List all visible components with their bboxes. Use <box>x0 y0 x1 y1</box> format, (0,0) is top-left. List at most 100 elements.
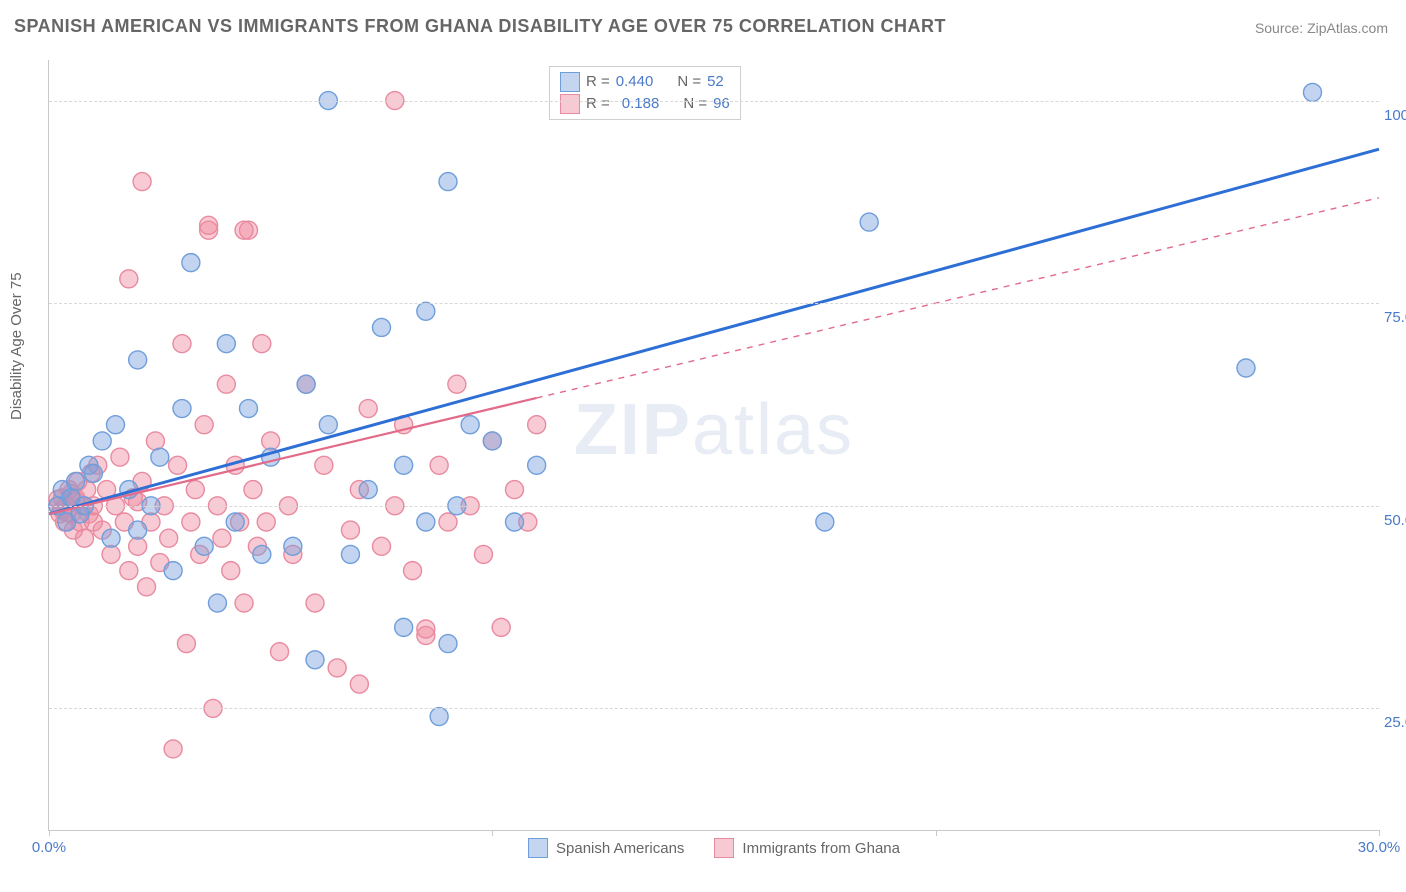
gridline <box>49 101 1379 102</box>
scatter-point <box>129 537 147 555</box>
scatter-point <box>129 351 147 369</box>
scatter-point <box>67 472 85 490</box>
scatter-point <box>341 545 359 563</box>
scatter-point <box>284 537 302 555</box>
scatter-point <box>182 254 200 272</box>
legend-item-series-0: Spanish Americans <box>528 838 684 858</box>
scatter-point <box>359 481 377 499</box>
scatter-point <box>430 456 448 474</box>
scatter-point <box>492 618 510 636</box>
x-tick-mark <box>936 830 937 836</box>
scatter-point <box>439 635 457 653</box>
scatter-point <box>439 513 457 531</box>
scatter-point <box>217 335 235 353</box>
scatter-point <box>816 513 834 531</box>
scatter-point <box>75 529 93 547</box>
scatter-point <box>306 651 324 669</box>
scatter-point <box>235 221 253 239</box>
scatter-point <box>860 213 878 231</box>
n-value-series-0: 52 <box>707 71 724 93</box>
scatter-point <box>213 529 231 547</box>
y-axis-label: Disability Age Over 75 <box>8 272 25 420</box>
scatter-point <box>164 562 182 580</box>
scatter-point <box>235 594 253 612</box>
scatter-point <box>84 464 102 482</box>
scatter-point <box>195 537 213 555</box>
x-tick-mark <box>1379 830 1380 836</box>
scatter-point <box>102 545 120 563</box>
scatter-point <box>271 643 289 661</box>
scatter-point <box>186 481 204 499</box>
scatter-point <box>373 537 391 555</box>
source-attribution: Source: ZipAtlas.com <box>1255 20 1388 36</box>
scatter-point <box>350 675 368 693</box>
swatch-series-0 <box>528 838 548 858</box>
scatter-point <box>506 481 524 499</box>
scatter-point <box>528 416 546 434</box>
scatter-point <box>315 456 333 474</box>
x-tick-label: 0.0% <box>32 839 66 856</box>
gridline <box>49 708 1379 709</box>
scatter-point <box>417 620 435 638</box>
y-tick-label: 100.0% <box>1384 107 1406 124</box>
scatter-point <box>146 432 164 450</box>
scatter-point <box>240 400 258 418</box>
x-tick-label: 30.0% <box>1358 839 1401 856</box>
scatter-point <box>195 416 213 434</box>
scatter-point <box>169 456 187 474</box>
scatter-point <box>120 270 138 288</box>
scatter-point <box>483 432 501 450</box>
scatter-point <box>319 416 337 434</box>
r-value-series-1: 0.188 <box>616 93 660 115</box>
swatch-series-1 <box>560 94 580 114</box>
scatter-point <box>120 562 138 580</box>
scatter-point <box>253 335 271 353</box>
scatter-point <box>1304 83 1322 101</box>
scatter-point <box>208 594 226 612</box>
scatter-point <box>200 216 218 234</box>
scatter-point <box>226 513 244 531</box>
scatter-point <box>395 618 413 636</box>
scatter-point <box>93 432 111 450</box>
n-label: N = <box>677 71 701 93</box>
stats-row-series-1: R = 0.188 N = 96 <box>560 93 730 115</box>
n-value-series-1: 96 <box>713 93 730 115</box>
scatter-point <box>528 456 546 474</box>
scatter-point <box>373 318 391 336</box>
y-tick-label: 50.0% <box>1384 512 1406 529</box>
gridline <box>49 303 1379 304</box>
scatter-point <box>430 708 448 726</box>
r-value-series-0: 0.440 <box>616 71 654 93</box>
scatter-point <box>222 562 240 580</box>
scatter-point <box>404 562 422 580</box>
r-label: R = <box>586 93 610 115</box>
scatter-point <box>297 375 315 393</box>
stats-legend: R = 0.440 N = 52 R = 0.188 N = 96 <box>549 66 741 120</box>
scatter-point <box>164 740 182 758</box>
scatter-point <box>111 448 129 466</box>
scatter-point <box>253 545 271 563</box>
r-label: R = <box>586 71 610 93</box>
legend-label-series-1: Immigrants from Ghana <box>742 840 900 857</box>
scatter-point <box>448 375 466 393</box>
scatter-point <box>177 635 195 653</box>
scatter-point <box>257 513 275 531</box>
scatter-point <box>395 456 413 474</box>
scatter-point <box>129 521 147 539</box>
chart-container: SPANISH AMERICAN VS IMMIGRANTS FROM GHAN… <box>0 0 1406 892</box>
y-tick-label: 25.0% <box>1384 714 1406 731</box>
legend-label-series-0: Spanish Americans <box>556 840 684 857</box>
scatter-point <box>182 513 200 531</box>
scatter-point <box>328 659 346 677</box>
scatter-point <box>151 448 169 466</box>
scatter-point <box>160 529 178 547</box>
scatter-point <box>306 594 324 612</box>
plot-area: ZIPatlas R = 0.440 N = 52 R = 0.188 N = … <box>48 60 1379 831</box>
scatter-point <box>506 513 524 531</box>
scatter-point <box>217 375 235 393</box>
trend-line <box>49 149 1379 514</box>
swatch-series-1 <box>714 838 734 858</box>
bottom-legend: Spanish Americans Immigrants from Ghana <box>528 838 900 858</box>
scatter-point <box>417 302 435 320</box>
scatter-point <box>173 400 191 418</box>
